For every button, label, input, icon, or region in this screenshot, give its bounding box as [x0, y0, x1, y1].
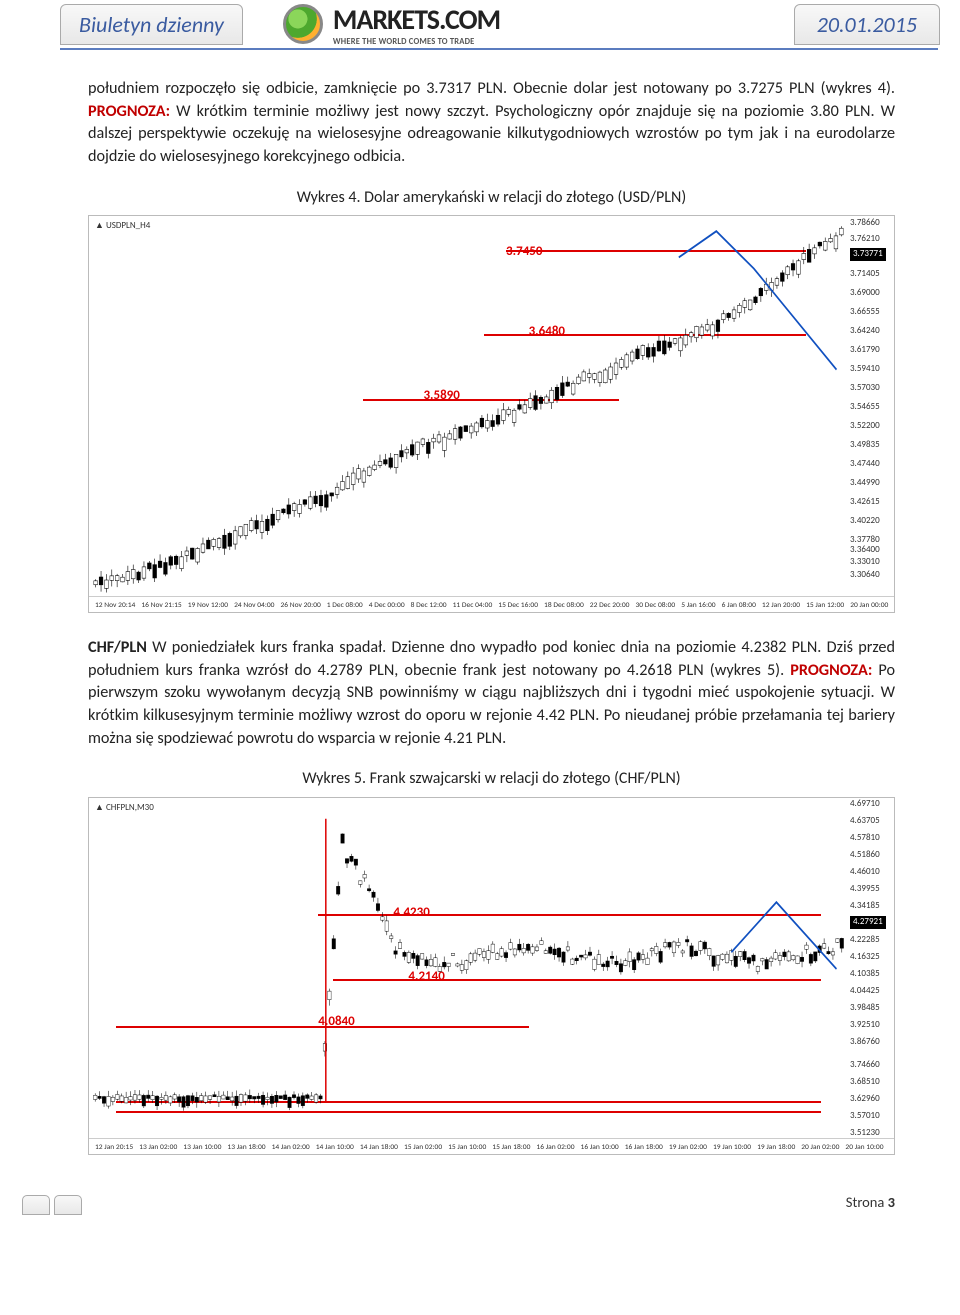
- prognoza-label-2: PROGNOZA:: [790, 661, 872, 680]
- logo-main-text: MARKETS.COM: [333, 2, 500, 37]
- paragraph-usdpln: południem rozpoczęło się odbicie, zamkni…: [88, 78, 895, 169]
- prognoza-label-1: PROGNOZA:: [88, 102, 170, 121]
- page-number: Strona 3: [846, 1193, 895, 1211]
- footer-tabs-deco: [22, 1195, 82, 1215]
- chart-chfpln: ▲ CHFPLN,M304.42304.21404.08404.697104.6…: [88, 797, 895, 1155]
- globe-icon: [283, 4, 323, 44]
- paragraph-chfpln: CHF/PLN W poniedziałek kurs franka spada…: [88, 637, 895, 750]
- date-tab: 20.01.2015: [794, 4, 940, 45]
- logo: MARKETS.COM WHERE THE WORLD COMES TO TRA…: [283, 2, 500, 47]
- chart2-caption: Wykres 5. Frank szwajcarski w relacji do…: [88, 768, 895, 790]
- chart-usdpln: ▲ USDPLN_H43.74503.64803.58903.786603.76…: [88, 215, 895, 613]
- bulletin-title-tab: Biuletyn dzienny: [60, 4, 243, 45]
- logo-subtitle: WHERE THE WORLD COMES TO TRADE: [333, 37, 500, 47]
- chart1-caption: Wykres 4. Dolar amerykański w relacji do…: [88, 187, 895, 209]
